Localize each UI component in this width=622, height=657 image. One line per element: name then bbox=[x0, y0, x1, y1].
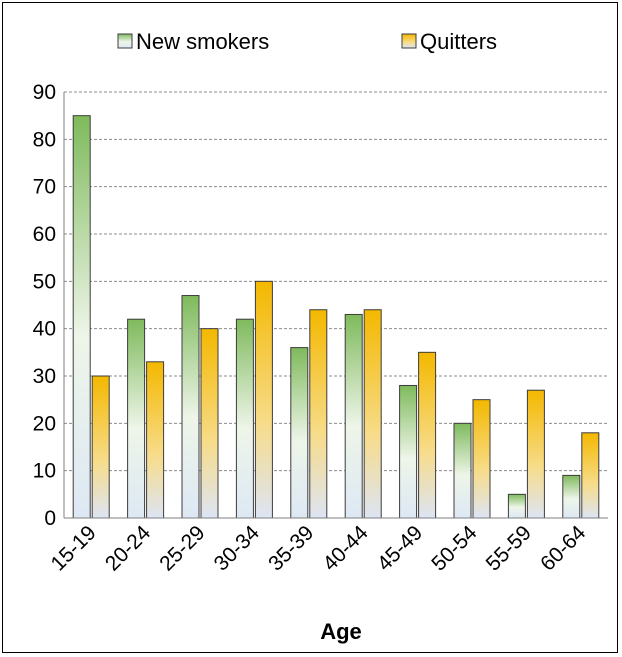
bar-new-smokers bbox=[127, 318, 146, 519]
bars bbox=[72, 115, 600, 519]
axes bbox=[63, 92, 608, 519]
y-tick-label: 20 bbox=[33, 412, 56, 435]
x-tick-label: 55-59 bbox=[482, 521, 536, 575]
x-tick-label: 35-39 bbox=[264, 521, 318, 575]
x-tick-label: 20-24 bbox=[101, 521, 155, 575]
x-tick-label: 25-29 bbox=[155, 521, 209, 575]
y-axis-ticks: 0 10 20 30 40 50 60 70 80 90 bbox=[33, 81, 56, 530]
bar-new-smokers bbox=[290, 347, 309, 519]
bar-new-smokers bbox=[453, 422, 472, 519]
legend-label-new-smokers: New smokers bbox=[136, 29, 269, 54]
bar-quitters bbox=[146, 361, 165, 519]
y-tick-label: 80 bbox=[33, 128, 56, 151]
y-tick-label: 40 bbox=[33, 318, 56, 341]
bar-quitters bbox=[363, 309, 382, 519]
bar-quitters bbox=[200, 328, 219, 519]
bar-quitters bbox=[418, 351, 437, 519]
y-tick-label: 0 bbox=[44, 507, 56, 530]
gridlines bbox=[64, 91, 608, 472]
x-axis-ticks: 15-19 20-24 25-29 30-34 35-39 40-44 45-49 50-54… bbox=[46, 521, 590, 575]
y-tick-label: 60 bbox=[33, 223, 56, 246]
x-axis-title: Age bbox=[320, 619, 362, 644]
y-tick-label: 70 bbox=[33, 176, 56, 199]
legend-swatch-new-smokers bbox=[117, 33, 133, 49]
bar-new-smokers bbox=[344, 313, 363, 519]
y-tick-label: 50 bbox=[33, 270, 56, 293]
x-tick-label: 45-49 bbox=[373, 521, 427, 575]
x-tick-label: 60-64 bbox=[536, 521, 590, 575]
bar-quitters bbox=[91, 375, 110, 519]
x-tick-label: 50-54 bbox=[427, 521, 481, 575]
y-tick-label: 90 bbox=[33, 81, 56, 104]
x-tick-label: 30-34 bbox=[210, 521, 264, 575]
bar-quitters bbox=[254, 280, 273, 519]
bar-quitters bbox=[526, 389, 545, 519]
bar-quitters bbox=[309, 309, 328, 519]
legend-swatch-quitters bbox=[401, 33, 417, 49]
legend-label-quitters: Quitters bbox=[420, 29, 497, 54]
x-tick-label: 40-44 bbox=[318, 521, 372, 575]
bar-new-smokers bbox=[181, 295, 200, 519]
bar-new-smokers bbox=[562, 474, 581, 519]
bar-new-smokers bbox=[507, 493, 526, 519]
bar-quitters bbox=[581, 432, 600, 519]
y-tick-label: 10 bbox=[33, 460, 56, 483]
bar-new-smokers bbox=[399, 384, 418, 519]
y-tick-label: 30 bbox=[33, 365, 56, 388]
bar-new-smokers bbox=[72, 115, 91, 519]
bar-new-smokers bbox=[235, 318, 254, 519]
bar-quitters bbox=[472, 399, 491, 519]
legend: New smokers Quitters bbox=[117, 29, 497, 54]
